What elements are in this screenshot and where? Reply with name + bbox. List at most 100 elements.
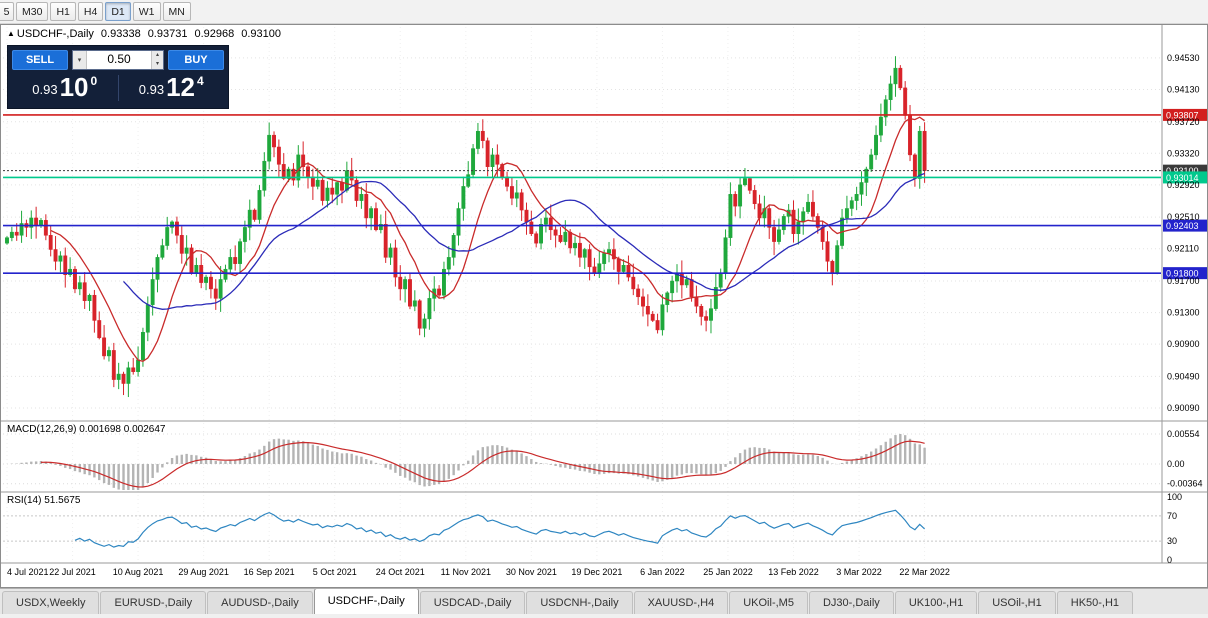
ohlc-open: 0.93338 (100, 28, 141, 40)
svg-text:0.92920: 0.92920 (1167, 180, 1200, 190)
volume-dropdown-icon[interactable]: ▾ (73, 51, 87, 69)
chart-symbol-title: USDCHF-,Daily (16, 28, 94, 40)
chart-window: 0.93807 0.93100 0.93014 0.92403 0.91800 0.945… (0, 24, 1208, 588)
svg-text:0.94130: 0.94130 (1167, 84, 1200, 94)
svg-text:0.92403: 0.92403 (1166, 221, 1199, 231)
svg-text:5 Oct 2021: 5 Oct 2021 (313, 567, 357, 577)
chart-tab-uk100-h1[interactable]: UK100-,H1 (894, 591, 978, 614)
buy-price[interactable]: 0.93 12 4 (119, 74, 225, 103)
svg-text:0.93320: 0.93320 (1167, 148, 1200, 158)
svg-text:0.90490: 0.90490 (1167, 371, 1200, 381)
chart-tab-usdchf-daily[interactable]: USDCHF-,Daily (313, 589, 419, 614)
svg-text:0.94530: 0.94530 (1167, 53, 1200, 63)
svg-text:11 Nov 2021: 11 Nov 2021 (441, 567, 491, 577)
bottom-strip (0, 614, 1208, 618)
svg-text:0.00554: 0.00554 (1167, 429, 1200, 439)
chart-info-line: ▲ USDCHF-,Daily 0.93338 0.93731 0.92968 0.931… (7, 28, 281, 40)
collapse-icon[interactable]: ▲ (7, 29, 15, 38)
svg-text:70: 70 (1167, 511, 1177, 521)
rsi-pane (74, 509, 926, 548)
volume-spinner[interactable]: ▴ ▾ (151, 51, 163, 69)
svg-text:6 Jan 2022: 6 Jan 2022 (640, 567, 685, 577)
ohlc-close: 0.93100 (241, 28, 281, 40)
volume-value[interactable]: 0.50 (107, 52, 131, 66)
svg-text:0.90090: 0.90090 (1167, 403, 1200, 413)
svg-text:3 Mar 2022: 3 Mar 2022 (836, 567, 882, 577)
price-tag-0.93807 (1163, 108, 1207, 121)
svg-text:0.91800: 0.91800 (1166, 269, 1199, 279)
chart-tab-dj30-daily[interactable]: DJ30-,Daily (808, 591, 894, 614)
price-tag-0.92403 (1163, 219, 1207, 232)
timeframe-button-h1[interactable]: H1 (50, 2, 76, 21)
sell-price-small: 0.93 (32, 81, 58, 97)
macd-indicator-label: MACD(12,26,9) 0.001698 0.002647 (7, 424, 166, 435)
svg-text:100: 100 (1167, 492, 1182, 502)
timeframe-button-mn[interactable]: MN (162, 2, 191, 21)
chart-tab-eurusd-daily[interactable]: EURUSD-,Daily (100, 591, 207, 614)
buy-price-big: 12 (166, 71, 196, 102)
svg-text:0.92110: 0.92110 (1167, 244, 1199, 254)
pane-separators (1, 25, 1207, 564)
price-divider (117, 75, 119, 101)
time-axis: 4 Jul 2021 22 Jul 2021 10 Aug 2021 29 Aug 2… (7, 567, 950, 577)
svg-text:4 Jul 2021: 4 Jul 2021 (7, 567, 49, 577)
volume-control[interactable]: ▾ 0.50 ▴ ▾ (72, 50, 164, 70)
svg-text:0.93720: 0.93720 (1167, 117, 1200, 127)
timeframe-button-5[interactable]: 5 (0, 2, 14, 21)
ma-overlays (50, 116, 925, 363)
buy-price-sup: 4 (197, 73, 204, 88)
svg-text:0.93807: 0.93807 (1166, 110, 1199, 120)
svg-text:25 Jan 2022: 25 Jan 2022 (703, 567, 753, 577)
timeframe-button-m30[interactable]: M30 (16, 2, 49, 21)
svg-text:0.93100: 0.93100 (1166, 166, 1199, 176)
sell-button[interactable]: SELL (12, 50, 68, 70)
timeframe-button-w1[interactable]: W1 (132, 2, 161, 21)
svg-text:0.91700: 0.91700 (1167, 276, 1200, 286)
chart-canvas: 0.938070.931000.930140.924030.918000.945… (1, 25, 1207, 577)
svg-text:24 Oct 2021: 24 Oct 2021 (376, 567, 425, 577)
chart-tab-usdx-weekly[interactable]: USDX,Weekly (2, 591, 100, 614)
price-tag-0.91800 (1163, 267, 1207, 280)
svg-text:0.00: 0.00 (1167, 459, 1185, 469)
spinner-down-icon[interactable]: ▾ (155, 61, 159, 67)
chart-tab-usdcad-daily[interactable]: USDCAD-,Daily (419, 591, 526, 614)
ohlc-high: 0.93731 (147, 28, 188, 40)
rsi-indicator-label: RSI(14) 51.5675 (7, 495, 81, 506)
svg-text:22 Mar 2022: 22 Mar 2022 (899, 567, 950, 577)
timeframe-button-h4[interactable]: H4 (77, 2, 104, 21)
svg-text:29 Aug 2021: 29 Aug 2021 (178, 567, 229, 577)
svg-text:30 Nov 2021: 30 Nov 2021 (506, 567, 557, 577)
price-tag-0.93014 (1163, 171, 1207, 184)
sell-price-big: 10 (59, 71, 89, 102)
price-axis: 0.94530 0.94130 0.93720 0.93320 0.92920 0.925… (1167, 53, 1203, 565)
spinner-up-icon[interactable]: ▴ (155, 52, 159, 58)
timeframe-button-d1[interactable]: D1 (105, 2, 131, 21)
chart-tab-usoil-h1[interactable]: USOil-,H1 (978, 591, 1056, 614)
buy-price-small: 0.93 (138, 81, 165, 97)
svg-text:-0.00364: -0.00364 (1167, 479, 1203, 489)
chart-tab-audusd-daily[interactable]: AUDUSD-,Daily (207, 591, 313, 614)
svg-text:13 Feb 2022: 13 Feb 2022 (768, 567, 819, 577)
svg-text:0.90900: 0.90900 (1167, 339, 1200, 349)
chart-tab-hk50-h1[interactable]: HK50-,H1 (1056, 591, 1134, 614)
chart-tab-usdcnh-daily[interactable]: USDCNH-,Daily (526, 591, 633, 614)
svg-text:10 Aug 2021: 10 Aug 2021 (113, 567, 164, 577)
svg-text:30: 30 (1167, 536, 1177, 546)
svg-text:0.93014: 0.93014 (1166, 173, 1199, 183)
chart-tab-bar: USDX,Weekly EURUSD-,Daily AUDUSD-,Daily USD… (0, 588, 1208, 614)
chart-tab-ukoil-m5[interactable]: UKOil-,M5 (729, 591, 808, 614)
ohlc-low: 0.92968 (194, 28, 235, 40)
svg-text:0.92510: 0.92510 (1167, 212, 1200, 222)
svg-text:22 Jul 2021: 22 Jul 2021 (49, 567, 96, 577)
buy-button[interactable]: BUY (168, 50, 224, 70)
chart-tab-xauusd-h4[interactable]: XAUUSD-,H4 (633, 591, 729, 614)
timeframe-toolbar: 5 M30 H1 H4 D1 W1 MN (0, 0, 1208, 24)
sell-price-sup: 0 (90, 73, 98, 88)
macd-pane (10, 433, 926, 490)
svg-text:19 Dec 2021: 19 Dec 2021 (571, 567, 622, 577)
sell-price[interactable]: 0.93 10 0 (12, 74, 118, 103)
svg-text:0.91300: 0.91300 (1167, 308, 1200, 318)
one-click-trading-panel: SELL ▾ 0.50 ▴ ▾ BUY 0.93 10 0 0.93 12 4 (7, 45, 229, 109)
